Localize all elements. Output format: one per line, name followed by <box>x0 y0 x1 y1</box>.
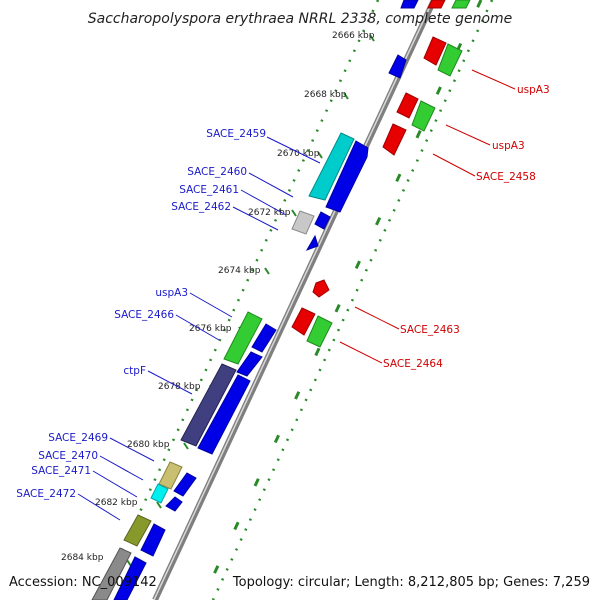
cds-sace-2458[interactable] <box>382 123 407 156</box>
right-gene-track <box>291 0 471 348</box>
cds-green[interactable] <box>451 0 471 9</box>
ruler-label: 2670 kbp <box>277 149 320 159</box>
ruler-label: 2682 kbp <box>95 498 138 508</box>
gene-label-uspa3-right-2[interactable]: uspA3 <box>492 140 525 152</box>
cds-ctpf[interactable] <box>180 363 237 447</box>
leader-line <box>266 136 321 164</box>
cds-sace-2471[interactable] <box>150 483 169 504</box>
leader-line <box>175 314 220 341</box>
leader-line <box>339 341 383 364</box>
outer-left-dotted-track <box>97 0 380 600</box>
ruler-tick <box>156 501 162 509</box>
ruler-label: 2672 kbp <box>248 208 291 218</box>
leader-line <box>354 306 400 330</box>
cds-blue-forward[interactable] <box>236 351 263 377</box>
leader-line <box>147 370 193 395</box>
gene-label-sace-2466[interactable]: SACE_2466 <box>114 309 174 321</box>
cds-sace-2462[interactable] <box>305 234 319 251</box>
ruler-label: 2684 kbp <box>61 553 104 563</box>
leader-line <box>109 437 155 462</box>
gene-label-uspa3-right-1[interactable]: uspA3 <box>517 84 550 96</box>
leader-line <box>248 172 294 198</box>
ruler-label: 2676 kbp <box>189 324 232 334</box>
cds-red[interactable] <box>427 0 446 9</box>
ruler-label: 2668 kbp <box>304 90 347 100</box>
cds-uspa3-left[interactable] <box>223 311 263 365</box>
cds-blue-forward[interactable] <box>388 54 407 79</box>
gene-label-sace-2458[interactable]: SACE_2458 <box>476 171 536 183</box>
cds-sace-2466[interactable] <box>251 323 277 353</box>
leader-line <box>232 206 279 231</box>
ruler-tick <box>264 267 270 275</box>
ruler-label: 2666 kbp <box>332 31 375 41</box>
ruler-tick <box>343 92 349 100</box>
ruler-tick <box>317 151 323 159</box>
gene-label-sace-2469[interactable]: SACE_2469 <box>48 432 108 444</box>
cds-sace-2464[interactable] <box>306 315 333 348</box>
cds-blue-forward[interactable] <box>113 556 147 600</box>
leader-line <box>432 153 476 177</box>
genome-backbone <box>152 0 437 600</box>
map-title: Saccharopolyspora erythraea NRRL 2338, c… <box>88 11 513 27</box>
left-label-leaders <box>77 136 321 521</box>
cds-blue-forward[interactable] <box>325 140 369 213</box>
gene-label-uspa3-left[interactable]: uspA3 <box>155 287 188 299</box>
genome-backbone-highlight <box>153 0 434 600</box>
ruler-tick <box>369 34 375 42</box>
cds-green[interactable] <box>411 100 436 132</box>
gene-label-ctpf[interactable]: ctpF <box>123 365 146 377</box>
ruler-tick <box>126 559 132 567</box>
cds-sace-2463[interactable] <box>312 279 330 298</box>
gene-label-sace-2464[interactable]: SACE_2464 <box>383 358 443 370</box>
topology-summary: Topology: circular; Length: 8,212,805 bp… <box>232 575 590 590</box>
ruler-tick <box>183 442 189 450</box>
cds-sace-2459[interactable] <box>308 132 355 201</box>
right-label-leaders <box>339 69 516 364</box>
leader-line <box>92 470 138 498</box>
gene-label-sace-2462[interactable]: SACE_2462 <box>171 201 231 213</box>
gene-label-sace-2463[interactable]: SACE_2463 <box>400 324 460 336</box>
cds-blue-forward[interactable] <box>197 374 251 455</box>
cds-green[interactable] <box>437 43 463 77</box>
gene-label-sace-2461[interactable]: SACE_2461 <box>179 184 239 196</box>
gene-label-sace-2460[interactable]: SACE_2460 <box>187 166 247 178</box>
cds-blue-forward[interactable] <box>165 496 183 512</box>
leader-line <box>99 455 144 481</box>
gene-label-sace-2472[interactable]: SACE_2472 <box>16 488 76 500</box>
cds-gray[interactable] <box>91 547 132 600</box>
cds-red[interactable] <box>291 307 316 336</box>
cds-blue-forward[interactable] <box>140 523 166 557</box>
leader-line <box>77 493 121 521</box>
left-gene-track <box>91 0 419 600</box>
cds-sace-2461[interactable] <box>314 211 331 230</box>
accession-text: Accession: NC_009142 <box>9 575 157 590</box>
ruler-tick <box>291 209 297 217</box>
cds-sace-2470[interactable] <box>173 472 197 497</box>
leader-line <box>189 292 233 318</box>
gene-label-sace-2471[interactable]: SACE_2471 <box>31 465 91 477</box>
ruler-label: 2680 kbp <box>127 440 170 450</box>
cds-sace-2469[interactable] <box>158 461 183 490</box>
cds-uspa3-right-2[interactable] <box>396 92 419 119</box>
cds-sace-2460[interactable] <box>291 210 315 235</box>
leader-line <box>240 189 287 216</box>
leader-line <box>471 69 516 90</box>
cds-blue-forward[interactable] <box>400 0 419 9</box>
cds-uspa3-right-1[interactable] <box>423 36 447 66</box>
gene-label-sace-2459[interactable]: SACE_2459 <box>206 128 266 140</box>
cds-sace-2472[interactable] <box>123 514 152 547</box>
outer-right-dotted-track <box>211 0 494 600</box>
gene-label-sace-2470[interactable]: SACE_2470 <box>38 450 98 462</box>
leader-line <box>445 124 491 146</box>
ruler-label: 2674 kbp <box>218 266 261 276</box>
